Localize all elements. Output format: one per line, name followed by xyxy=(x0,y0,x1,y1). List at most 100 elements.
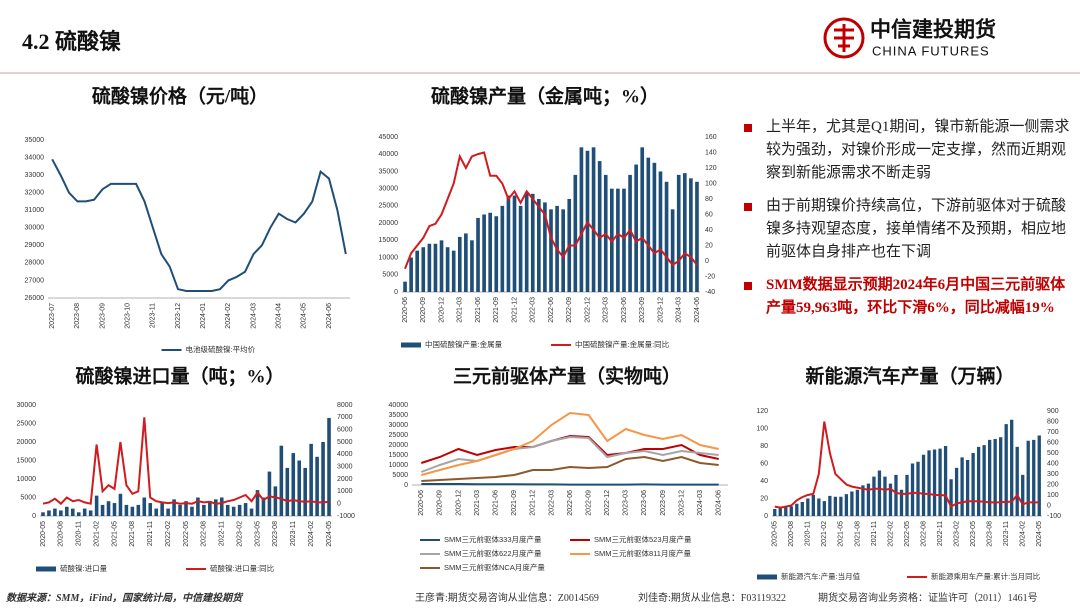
y-tick-label: 0 xyxy=(394,289,398,296)
y2-tick-label: 0 xyxy=(1047,502,1051,509)
x-tick-label: 2022-06 xyxy=(567,490,574,516)
legend-label: 中国硫酸镍产量:金属量 xyxy=(425,339,503,349)
logo-cn: 中信建投期货 xyxy=(870,18,996,42)
x-tick-label: 2024-06 xyxy=(716,490,723,516)
bar xyxy=(41,512,45,516)
x-tick-label: 2021-08 xyxy=(854,521,861,547)
x-tick-label: 2020-09 xyxy=(437,490,444,516)
bullet: 由于前期镍价持续高位，下游前驱体对于硫酸镍多持观望态度，接单情绪不及预期，相应地… xyxy=(742,195,1070,264)
y2-tick-label: 300 xyxy=(1047,471,1059,478)
bar xyxy=(65,506,69,516)
bar xyxy=(421,247,426,292)
bar xyxy=(279,445,284,516)
y-tick-label: 10000 xyxy=(389,462,409,469)
y2-tick-label: 160 xyxy=(705,134,717,141)
y2-tick-label: 2000 xyxy=(337,476,353,483)
y2-tick-label: 4000 xyxy=(337,451,353,458)
legend-label: 硫酸镍:进口量 xyxy=(60,563,108,573)
x-tick-label: 2024-02 xyxy=(308,521,315,547)
y-tick-label: 25000 xyxy=(389,432,409,439)
y-tick-label: 0 xyxy=(404,482,408,489)
x-tick-label: 2023-05 xyxy=(254,521,261,547)
bar xyxy=(82,508,87,516)
y-tick-label: 60 xyxy=(760,460,768,467)
bar xyxy=(899,489,904,516)
x-tick-label: 2022-11 xyxy=(219,521,226,546)
bar xyxy=(231,506,236,516)
chart-title: 新能源汽车产量（万辆） xyxy=(805,364,1014,387)
bar xyxy=(689,178,693,292)
bar xyxy=(415,250,420,292)
y2-tick-label: 600 xyxy=(1047,439,1059,446)
bar xyxy=(894,474,898,516)
bar xyxy=(664,181,669,292)
bar xyxy=(136,504,141,516)
y2-tick-label: -100 xyxy=(1047,513,1061,520)
x-tick-label: 2023-02 xyxy=(236,521,243,547)
bar xyxy=(427,243,432,292)
legend-label: 硫酸镍:进口量:同比 xyxy=(210,563,275,573)
bar xyxy=(993,439,997,516)
bar xyxy=(142,497,147,516)
y-tick-label: 20000 xyxy=(389,442,409,449)
x-tick-label: 2023-03 xyxy=(623,490,630,516)
line xyxy=(421,455,719,482)
x-tick-label: 2023-06 xyxy=(621,297,628,323)
y2-tick-label: 140 xyxy=(705,149,717,156)
bar xyxy=(160,503,164,516)
line xyxy=(774,421,1040,509)
bar xyxy=(561,209,565,292)
bar xyxy=(877,470,882,516)
bar xyxy=(112,503,117,516)
bar xyxy=(237,504,242,516)
x-tick-label: 2023-11 xyxy=(290,521,297,546)
bar xyxy=(800,502,804,516)
x-tick-label: 2022-12 xyxy=(584,297,591,323)
bar xyxy=(457,236,462,292)
bar xyxy=(297,460,302,516)
bar xyxy=(445,247,450,292)
y2-tick-label: 0 xyxy=(337,501,341,508)
x-tick-label: 2023-11 xyxy=(1003,521,1010,546)
x-tick-label: 2023-09 xyxy=(660,490,667,516)
bar xyxy=(506,195,511,292)
bar xyxy=(982,445,986,516)
x-tick-label: 2023-05 xyxy=(970,521,977,547)
y2-tick-label: 3000 xyxy=(337,464,353,471)
bar xyxy=(451,250,456,292)
y2-tick-label: 500 xyxy=(1047,450,1059,457)
bar xyxy=(773,509,777,516)
y-tick-label: 5000 xyxy=(392,472,408,479)
x-tick-label: 2023-02 xyxy=(953,521,960,547)
x-tick-label: 2022-09 xyxy=(585,490,592,516)
x-tick-label: 2024-06 xyxy=(694,297,701,323)
bar xyxy=(543,202,547,292)
bar xyxy=(943,446,948,516)
x-tick-label: 2021-08 xyxy=(129,521,136,547)
y2-tick-label: 5000 xyxy=(337,439,353,446)
y-tick-label: 40000 xyxy=(379,151,399,158)
bar xyxy=(327,417,331,516)
y-tick-label: 40 xyxy=(760,478,768,485)
bar xyxy=(872,476,876,516)
y-tick-label: 10000 xyxy=(379,254,399,261)
bar xyxy=(208,501,212,516)
bar xyxy=(833,496,838,516)
bar xyxy=(291,453,296,516)
bar xyxy=(70,508,75,516)
bar xyxy=(267,471,272,516)
bar xyxy=(249,508,254,516)
bar xyxy=(795,503,799,516)
y-tick-label: 20000 xyxy=(379,220,399,227)
x-tick-label: 2021-06 xyxy=(492,490,499,516)
x-tick-label: 2024-03 xyxy=(250,303,257,329)
legend-label: SMM三元前驱体NCA月度产量 xyxy=(444,562,545,572)
bar xyxy=(196,497,200,516)
bar xyxy=(640,147,645,292)
y-tick-label: 35000 xyxy=(389,412,409,419)
bar xyxy=(921,454,926,516)
x-tick-label: 2021-12 xyxy=(530,490,537,516)
bar xyxy=(524,192,529,292)
x-tick-label: 2022-02 xyxy=(887,521,894,547)
